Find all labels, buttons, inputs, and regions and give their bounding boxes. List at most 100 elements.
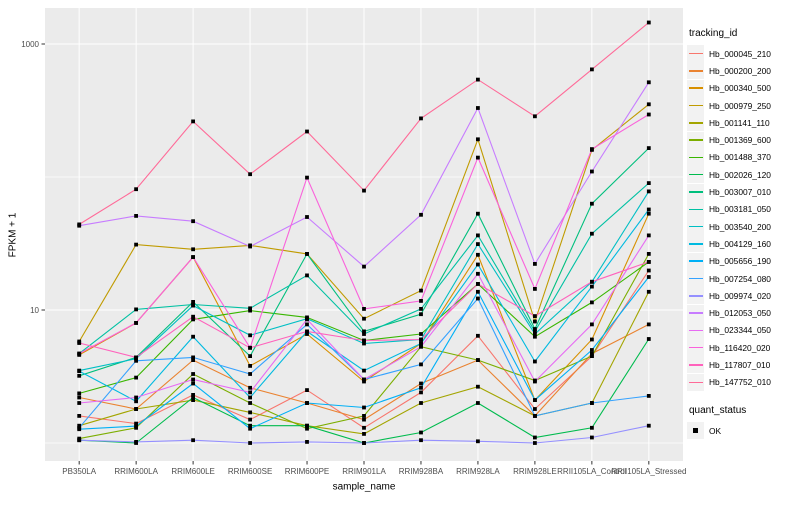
data-point	[476, 252, 480, 257]
data-point	[419, 430, 423, 435]
data-point	[248, 441, 252, 445]
data-point	[476, 233, 480, 238]
legend-item: Hb_003181_050	[687, 200, 799, 218]
data-point	[533, 314, 537, 318]
data-point	[590, 435, 594, 440]
legend-line-swatch-icon	[688, 208, 703, 211]
data-point	[590, 231, 594, 236]
data-point	[533, 359, 537, 364]
data-point	[191, 381, 195, 386]
legend-line-swatch-icon	[688, 295, 703, 297]
data-point	[305, 317, 309, 322]
legend-line-swatch-icon	[688, 70, 703, 72]
data-point	[305, 175, 309, 180]
y-axis-title: FPKM + 1	[7, 212, 19, 258]
legend-label: Hb_117807_010	[709, 359, 771, 370]
data-point	[362, 379, 366, 384]
data-point	[305, 273, 309, 278]
legend-title-quant-status: quant_status	[689, 404, 747, 416]
data-point	[646, 112, 651, 117]
data-point	[134, 407, 138, 411]
legend-label: Hb_003007_010	[709, 187, 771, 198]
x-tick-label: RRIM600SE	[228, 467, 272, 476]
legend-item: Hb_116420_020	[687, 339, 799, 357]
data-point	[590, 337, 594, 342]
data-point	[191, 358, 195, 362]
data-point	[419, 401, 423, 405]
legend-line-swatch-icon	[688, 243, 703, 245]
data-point	[646, 80, 651, 85]
legend-key-box	[687, 183, 704, 201]
legend-key-box	[687, 373, 704, 391]
legend-item: Hb_000340_500	[687, 79, 799, 97]
data-point	[533, 319, 537, 324]
data-point	[134, 355, 138, 360]
y-tick-label: 1000	[21, 40, 39, 49]
data-point	[419, 438, 423, 443]
data-point	[134, 187, 138, 192]
x-tick-label: RRIM928LE	[513, 467, 557, 476]
data-point	[533, 262, 537, 266]
legend-label: Hb_023344_050	[709, 325, 771, 336]
data-point	[305, 388, 309, 392]
legend-line-swatch-icon	[688, 156, 703, 159]
data-point	[134, 399, 138, 404]
data-point	[533, 334, 537, 339]
legend-label: Hb_001141_110	[709, 117, 770, 128]
legend-label: Hb_002026_120	[709, 169, 771, 180]
data-point	[248, 345, 252, 350]
data-point	[533, 435, 537, 440]
data-point	[362, 338, 366, 343]
data-point	[476, 401, 480, 405]
x-tick-label: RRIM901LA	[342, 467, 386, 476]
data-point	[77, 391, 82, 396]
data-point	[134, 375, 138, 380]
data-point	[248, 426, 252, 431]
legend-label: Hb_000045_210	[709, 48, 771, 59]
data-point	[77, 438, 82, 443]
data-point	[362, 405, 366, 410]
legend-title-tracking-id: tracking_id	[689, 28, 738, 39]
data-point	[191, 395, 195, 400]
data-point	[533, 332, 537, 336]
data-point	[476, 262, 480, 267]
legend-label: Hb_000979_250	[709, 100, 771, 111]
legend-line-swatch-icon	[688, 122, 703, 124]
legend-line-swatch-icon	[688, 312, 703, 314]
data-point	[362, 377, 366, 382]
data-point	[134, 214, 138, 218]
data-point	[646, 181, 651, 185]
data-point	[134, 395, 138, 400]
legend-key-box	[687, 166, 704, 184]
data-point	[362, 307, 366, 311]
data-point	[305, 423, 309, 428]
data-point	[191, 247, 195, 252]
data-point	[590, 279, 594, 284]
data-point	[191, 300, 195, 304]
data-point	[590, 322, 594, 327]
legend-item: Hb_117807_010	[687, 356, 799, 374]
data-point	[533, 287, 537, 291]
legend-item: Hb_003540_200	[687, 218, 799, 236]
legend-key-box	[687, 422, 704, 440]
data-point	[590, 354, 594, 358]
legend-label: Hb_001369_600	[709, 135, 771, 146]
data-point	[533, 398, 537, 402]
data-point	[305, 129, 309, 134]
data-point	[419, 362, 423, 367]
data-point	[248, 395, 252, 400]
legend-line-swatch-icon	[688, 139, 703, 141]
data-point	[646, 423, 651, 428]
legend-item: Hb_000200_200	[687, 62, 799, 80]
x-axis-title: sample_name	[332, 481, 396, 493]
data-point	[77, 414, 82, 418]
data-point	[646, 20, 651, 25]
legend-item: Hb_002026_120	[687, 166, 799, 184]
data-point	[305, 215, 309, 219]
data-point	[476, 333, 480, 338]
data-point	[134, 321, 138, 325]
legend-label: OK	[709, 425, 722, 436]
legend-line-swatch-icon	[688, 381, 703, 384]
data-point	[590, 401, 594, 405]
data-point	[476, 358, 480, 362]
